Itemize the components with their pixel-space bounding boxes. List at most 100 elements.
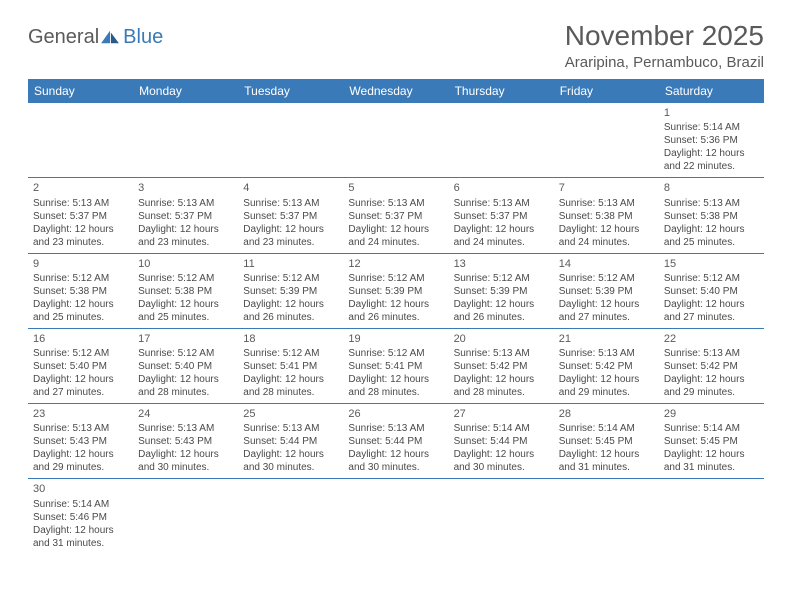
daylight-text: Daylight: 12 hours and 30 minutes. [454,448,549,474]
empty-cell [449,479,554,554]
logo-text-2: Blue [123,26,163,49]
day-cell: 20Sunrise: 5:13 AMSunset: 5:42 PMDayligh… [449,328,554,403]
empty-cell [238,479,343,554]
sunrise-text: Sunrise: 5:13 AM [33,422,128,435]
weekday-header: Saturday [659,79,764,103]
daylight-text: Daylight: 12 hours and 25 minutes. [664,223,759,249]
daylight-text: Daylight: 12 hours and 23 minutes. [33,223,128,249]
day-number: 5 [348,181,443,195]
calendar-table: SundayMondayTuesdayWednesdayThursdayFrid… [28,79,764,554]
sunset-text: Sunset: 5:39 PM [348,285,443,298]
day-cell: 29Sunrise: 5:14 AMSunset: 5:45 PMDayligh… [659,404,764,479]
weekday-header: Wednesday [343,79,448,103]
day-cell: 21Sunrise: 5:13 AMSunset: 5:42 PMDayligh… [554,328,659,403]
sunrise-text: Sunrise: 5:13 AM [664,347,759,360]
empty-cell [659,479,764,554]
sunset-text: Sunset: 5:40 PM [33,360,128,373]
day-number: 25 [243,407,338,421]
sunset-text: Sunset: 5:37 PM [348,210,443,223]
daylight-text: Daylight: 12 hours and 30 minutes. [348,448,443,474]
daylight-text: Daylight: 12 hours and 30 minutes. [138,448,233,474]
day-cell: 18Sunrise: 5:12 AMSunset: 5:41 PMDayligh… [238,328,343,403]
calendar-body: 1Sunrise: 5:14 AMSunset: 5:36 PMDaylight… [28,103,764,554]
day-number: 8 [664,181,759,195]
daylight-text: Daylight: 12 hours and 28 minutes. [138,373,233,399]
day-number: 22 [664,332,759,346]
sunrise-text: Sunrise: 5:14 AM [33,498,128,511]
sunset-text: Sunset: 5:40 PM [664,285,759,298]
calendar-page: General Blue November 2025 Araripina, Pe… [0,0,792,574]
sunset-text: Sunset: 5:38 PM [33,285,128,298]
day-number: 13 [454,257,549,271]
day-cell: 23Sunrise: 5:13 AMSunset: 5:43 PMDayligh… [28,404,133,479]
calendar-row: 30Sunrise: 5:14 AMSunset: 5:46 PMDayligh… [28,479,764,554]
daylight-text: Daylight: 12 hours and 30 minutes. [243,448,338,474]
sunset-text: Sunset: 5:38 PM [664,210,759,223]
day-number: 3 [138,181,233,195]
day-cell: 6Sunrise: 5:13 AMSunset: 5:37 PMDaylight… [449,178,554,253]
calendar-head: SundayMondayTuesdayWednesdayThursdayFrid… [28,79,764,103]
day-cell: 5Sunrise: 5:13 AMSunset: 5:37 PMDaylight… [343,178,448,253]
daylight-text: Daylight: 12 hours and 27 minutes. [33,373,128,399]
sunrise-text: Sunrise: 5:13 AM [33,197,128,210]
sunset-text: Sunset: 5:45 PM [559,435,654,448]
sunrise-text: Sunrise: 5:12 AM [33,272,128,285]
sunset-text: Sunset: 5:39 PM [243,285,338,298]
empty-cell [554,103,659,178]
sunset-text: Sunset: 5:39 PM [559,285,654,298]
day-number: 15 [664,257,759,271]
calendar-row: 1Sunrise: 5:14 AMSunset: 5:36 PMDaylight… [28,103,764,178]
day-cell: 9Sunrise: 5:12 AMSunset: 5:38 PMDaylight… [28,253,133,328]
daylight-text: Daylight: 12 hours and 29 minutes. [664,373,759,399]
month-title: November 2025 [565,20,764,52]
weekday-header: Friday [554,79,659,103]
sunrise-text: Sunrise: 5:13 AM [243,197,338,210]
empty-cell [133,103,238,178]
sunset-text: Sunset: 5:41 PM [243,360,338,373]
daylight-text: Daylight: 12 hours and 29 minutes. [559,373,654,399]
sunrise-text: Sunrise: 5:13 AM [138,197,233,210]
logo-text-1: General [28,26,99,49]
sunrise-text: Sunrise: 5:13 AM [664,197,759,210]
day-cell: 27Sunrise: 5:14 AMSunset: 5:44 PMDayligh… [449,404,554,479]
weekday-header: Monday [133,79,238,103]
sunrise-text: Sunrise: 5:13 AM [138,422,233,435]
day-cell: 8 Sunrise: 5:13 AMSunset: 5:38 PMDaylight… [659,178,764,253]
day-cell: 13Sunrise: 5:12 AMSunset: 5:39 PMDayligh… [449,253,554,328]
calendar-row: 2Sunrise: 5:13 AMSunset: 5:37 PMDaylight… [28,178,764,253]
sunset-text: Sunset: 5:37 PM [33,210,128,223]
empty-cell [343,479,448,554]
sunset-text: Sunset: 5:39 PM [454,285,549,298]
daylight-text: Daylight: 12 hours and 26 minutes. [454,298,549,324]
daylight-text: Daylight: 12 hours and 24 minutes. [348,223,443,249]
day-number: 16 [33,332,128,346]
day-cell: 11Sunrise: 5:12 AMSunset: 5:39 PMDayligh… [238,253,343,328]
day-cell: 15Sunrise: 5:12 AMSunset: 5:40 PMDayligh… [659,253,764,328]
daylight-text: Daylight: 12 hours and 26 minutes. [243,298,338,324]
logo: General Blue [28,26,163,49]
daylight-text: Daylight: 12 hours and 25 minutes. [33,298,128,324]
day-cell: 25Sunrise: 5:13 AMSunset: 5:44 PMDayligh… [238,404,343,479]
day-number: 12 [348,257,443,271]
daylight-text: Daylight: 12 hours and 29 minutes. [33,448,128,474]
day-number: 6 [454,181,549,195]
sunrise-text: Sunrise: 5:12 AM [348,347,443,360]
sunrise-text: Sunrise: 5:13 AM [243,422,338,435]
empty-cell [28,103,133,178]
daylight-text: Daylight: 12 hours and 23 minutes. [243,223,338,249]
empty-cell [238,103,343,178]
weekday-header: Tuesday [238,79,343,103]
day-cell: 3Sunrise: 5:13 AMSunset: 5:37 PMDaylight… [133,178,238,253]
sunset-text: Sunset: 5:37 PM [243,210,338,223]
sunset-text: Sunset: 5:42 PM [559,360,654,373]
sunrise-text: Sunrise: 5:12 AM [664,272,759,285]
sunset-text: Sunset: 5:44 PM [243,435,338,448]
daylight-text: Daylight: 12 hours and 28 minutes. [348,373,443,399]
sunrise-text: Sunrise: 5:13 AM [559,197,654,210]
day-number: 2 [33,181,128,195]
calendar-row: 16Sunrise: 5:12 AMSunset: 5:40 PMDayligh… [28,328,764,403]
sunrise-text: Sunrise: 5:12 AM [243,272,338,285]
day-cell: 17Sunrise: 5:12 AMSunset: 5:40 PMDayligh… [133,328,238,403]
empty-cell [133,479,238,554]
day-number: 7 [559,181,654,195]
